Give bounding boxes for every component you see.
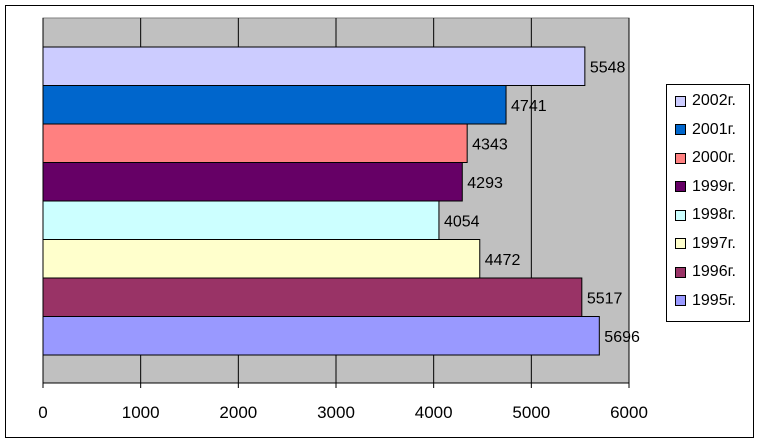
x-tick-label: 2000 bbox=[219, 403, 257, 422]
legend-label: 1999г. bbox=[692, 177, 736, 195]
legend: 2002г. 2001г. 2000г. 1999г. 1998г. 1997г. 1996… bbox=[666, 84, 750, 322]
x-tick-label: 0 bbox=[38, 403, 47, 422]
legend-item: 1999г. bbox=[675, 177, 736, 197]
data-label: 4293 bbox=[467, 175, 503, 192]
legend-swatch bbox=[675, 124, 686, 135]
x-tick-label: 1000 bbox=[122, 403, 160, 422]
x-tick-label: 6000 bbox=[610, 403, 648, 422]
x-tick-label: 3000 bbox=[317, 403, 355, 422]
bar bbox=[42, 85, 507, 125]
bar bbox=[42, 200, 440, 240]
data-label: 4054 bbox=[444, 213, 480, 230]
legend-label: 1998г. bbox=[692, 206, 736, 223]
data-label: 5696 bbox=[604, 329, 640, 346]
legend-item: 1995г. bbox=[675, 291, 736, 311]
legend-item: 2000г. bbox=[675, 148, 736, 168]
legend-label: 2000г. bbox=[692, 149, 736, 166]
legend-item: 1996г. bbox=[675, 262, 736, 282]
legend-swatch bbox=[675, 266, 686, 278]
legend-label: 2001г. bbox=[692, 120, 736, 138]
legend-swatch bbox=[675, 295, 686, 306]
legend-swatch bbox=[675, 95, 686, 107]
data-label: 5548 bbox=[590, 59, 626, 76]
legend-label: 1995г. bbox=[692, 291, 736, 309]
legend-swatch bbox=[675, 181, 686, 192]
legend-item: 1998г. bbox=[675, 205, 736, 225]
legend-label: 1997г. bbox=[692, 234, 736, 252]
x-tick-label: 5000 bbox=[512, 403, 550, 422]
legend-swatch bbox=[675, 152, 686, 164]
legend-label: 1996г. bbox=[692, 263, 736, 280]
bar bbox=[42, 277, 583, 317]
data-label: 4472 bbox=[485, 252, 521, 269]
legend-item: 1997г. bbox=[675, 234, 736, 254]
bar bbox=[42, 316, 600, 356]
legend-label: 2002г. bbox=[692, 92, 736, 109]
bar bbox=[42, 239, 481, 279]
legend-item: 2002г. bbox=[675, 91, 736, 111]
data-label: 5517 bbox=[587, 290, 623, 307]
legend-swatch bbox=[675, 238, 686, 249]
legend-item: 2001г. bbox=[675, 120, 736, 140]
bar bbox=[42, 162, 463, 202]
data-label: 4741 bbox=[511, 98, 547, 115]
bar bbox=[42, 46, 586, 86]
x-tick-label: 4000 bbox=[415, 403, 453, 422]
bar bbox=[42, 123, 468, 163]
legend-swatch bbox=[675, 209, 686, 221]
data-label: 4343 bbox=[472, 136, 508, 153]
